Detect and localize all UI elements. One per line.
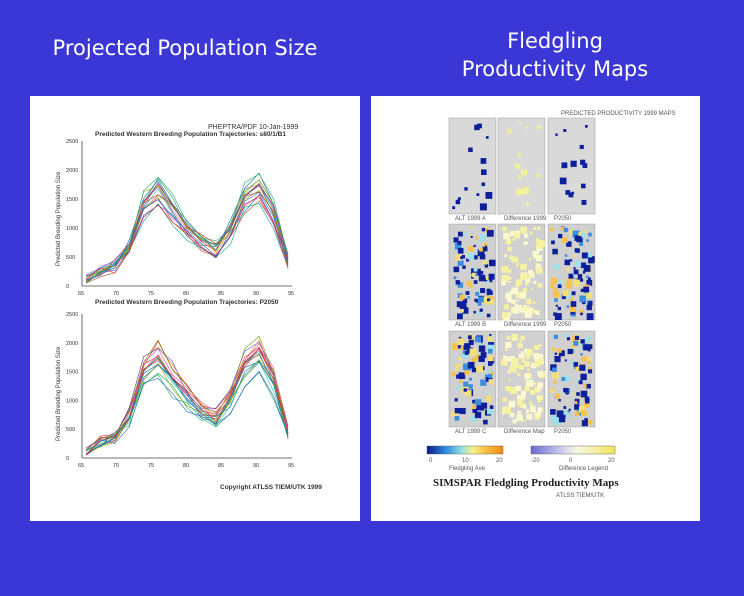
plot2-trajectories <box>85 335 289 456</box>
x-tick-label: 75 <box>148 463 154 469</box>
x-tick-label: 80 <box>183 463 189 469</box>
map-panel-label: P2050 <box>554 216 572 222</box>
trajectory-line <box>85 195 289 279</box>
map-panel-label: Difference 1999 <box>504 216 547 222</box>
plot1-title: Predicted Western Breeding Population Tr… <box>95 131 286 138</box>
maps-caption: SIMSPAR Fledgling Productivity Maps <box>433 477 619 489</box>
trajectory-line <box>85 191 289 281</box>
legend-fledgling-ave-bar <box>426 445 504 455</box>
trajectory-line <box>85 360 289 455</box>
x-tick-label: 75 <box>148 291 154 297</box>
plot2-title: Predicted Western Breeding Population Tr… <box>95 299 279 306</box>
trajectory-line <box>85 194 289 276</box>
maps-credit: ATLSS TIEM/UTK <box>556 493 604 499</box>
productivity-figure: PREDICTED PRODUCTIVITY 1999 MAPS ALT 199… <box>371 96 700 521</box>
map-panel: Difference Map <box>497 330 545 435</box>
legend-left-tick-0: 0 <box>429 458 433 464</box>
map-panel: ALT 1999 B <box>448 223 497 328</box>
plot1-trajectories <box>85 172 289 284</box>
trajectory-line <box>85 335 289 449</box>
trajectory-line <box>85 362 289 456</box>
map-panel: P2050 <box>547 330 596 435</box>
y-tick-label: 500 <box>66 427 75 433</box>
copyright-text: Copyright ATLSS TIEM/UTK 1999 <box>220 484 322 491</box>
legend-left-tick-2: 20 <box>496 458 503 464</box>
x-tick-label: 70 <box>113 463 119 469</box>
plot2-ylabel: Predicted Breeding Population Size <box>56 346 62 441</box>
map-panel: Difference 1999 <box>497 223 547 328</box>
x-tick-label: 80 <box>183 291 189 297</box>
y-tick-label: 2500 <box>66 139 78 145</box>
y-tick-label: 500 <box>66 255 75 261</box>
trajectory-line <box>85 354 289 456</box>
right-title-line2: Productivity Maps <box>461 57 649 81</box>
plot1-ylabel: Predicted Breeding Population Size <box>56 171 62 266</box>
right-title-line1: Fledgling <box>507 29 603 53</box>
trajectory-line <box>85 359 289 454</box>
x-tick-label: 85 <box>218 291 224 297</box>
legend-difference-bar <box>530 445 616 455</box>
map-panel-label: Difference Map <box>504 429 545 435</box>
population-figure-svg: PHEPTRA/PDF 10-Jan-1999 Predicted Wester… <box>56 124 322 491</box>
y-tick-label: 0 <box>66 456 69 462</box>
map-panel-label: ALT 1999 A <box>455 216 486 222</box>
y-tick-label: 2500 <box>66 312 78 318</box>
x-tick-label: 85 <box>218 463 224 469</box>
trajectory-line <box>85 197 289 280</box>
map-panel-label: ALT 1999 C <box>455 429 487 435</box>
trajectory-line <box>85 348 289 456</box>
map-grid: ALT 1999 A Difference 1999 P2050 ALT 1999 B… <box>448 117 596 435</box>
x-tick-label: 70 <box>113 291 119 297</box>
legend-right-label: Difference Legend <box>559 466 608 472</box>
trajectory-line <box>85 181 289 276</box>
legend-right-tick-0: -20 <box>531 458 540 464</box>
left-title: Projected Population Size <box>52 36 318 60</box>
trajectory-line <box>85 370 289 449</box>
productivity-figure-svg: PREDICTED PRODUCTIVITY 1999 MAPS ALT 199… <box>426 111 676 499</box>
map-panel-label: P2050 <box>554 429 572 435</box>
y-tick-label: 1500 <box>66 370 78 376</box>
legend-right-tick-1: 0 <box>569 458 573 464</box>
maps-header: PREDICTED PRODUCTIVITY 1999 MAPS <box>561 111 676 117</box>
map-panel: P2050 <box>547 117 596 222</box>
x-tick-label: 65 <box>78 291 84 297</box>
x-tick-label: 90 <box>253 291 259 297</box>
y-tick-label: 0 <box>66 284 69 290</box>
trajectory-line <box>85 361 289 456</box>
map-panel: Difference 1999 <box>497 117 547 222</box>
trajectory-line <box>85 173 289 282</box>
x-tick-label: 95 <box>288 291 294 297</box>
population-figure: PHEPTRA/PDF 10-Jan-1999 Predicted Wester… <box>30 96 360 521</box>
trajectory-line <box>85 341 289 456</box>
plot2-axes <box>81 314 292 459</box>
y-tick-label: 1000 <box>66 226 78 232</box>
legend-left-tick-1: 10 <box>462 458 469 464</box>
map-panel-label: ALT 1999 B <box>455 322 486 328</box>
trajectory-line <box>85 190 289 284</box>
trajectory-line <box>85 371 289 452</box>
map-panel: P2050 <box>547 223 596 328</box>
x-tick-label: 95 <box>288 463 294 469</box>
x-tick-label: 65 <box>78 463 84 469</box>
x-tick-label: 90 <box>253 463 259 469</box>
plot1-axes <box>81 141 292 287</box>
map-panel-label: P2050 <box>554 322 572 328</box>
y-tick-label: 2000 <box>66 168 78 174</box>
map-panel-label: Difference 1999 <box>504 322 547 328</box>
legend-right-tick-2: 20 <box>608 458 615 464</box>
trajectory-line <box>85 182 289 282</box>
legend-left-label: Fledgling Ave <box>449 466 486 472</box>
y-tick-label: 1500 <box>66 197 78 203</box>
figure-header: PHEPTRA/PDF 10-Jan-1999 <box>208 124 298 131</box>
trajectory-line <box>85 352 289 450</box>
map-panel: ALT 1999 C <box>448 330 497 435</box>
y-tick-label: 2000 <box>66 341 78 347</box>
y-tick-label: 1000 <box>66 398 78 404</box>
right-title: Fledgling Productivity Maps <box>410 27 700 83</box>
map-panel: ALT 1999 A <box>448 117 497 222</box>
